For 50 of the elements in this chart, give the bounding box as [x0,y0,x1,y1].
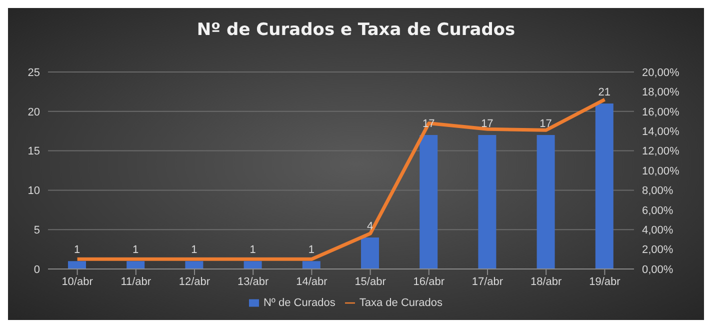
bar [244,261,262,269]
bar [536,135,555,269]
data-label: 1 [132,244,139,256]
x-tick-label: 10/abr [62,276,94,288]
chart-title: Nº de Curados e Taxa de Curados [196,20,516,40]
y2-tick-label: 8,00% [642,185,674,198]
bar [185,261,204,269]
bar [68,261,86,269]
bar [478,135,496,269]
y-tick-label: 20 [28,106,40,118]
y2-tick-label: 0,00% [642,264,674,276]
line-series [76,98,606,261]
y2-tick-label: 14,00% [642,126,680,138]
y2-tick-label: 6,00% [642,204,674,217]
bar [420,135,438,269]
x-tick-label: 16/abr [413,276,445,288]
data-label: 17 [540,118,552,130]
x-tick-label: 17/abr [472,276,504,288]
y-tick-label: 0 [34,264,40,276]
y-tick-label: 15 [28,146,40,158]
x-tick-label: 13/abr [238,276,270,288]
legend-label: Taxa de Curados [359,297,443,309]
x-tick-label: 11/abr [120,276,152,288]
bar [595,104,614,269]
y-tick-label: 10 [28,185,40,198]
bar [302,261,320,269]
x-tick-label: 15/abr [354,276,386,288]
y2-tick-label: 12,00% [642,146,680,158]
y2-tick-label: 16,00% [642,106,680,118]
x-tick-label: 18/abr [530,276,562,288]
y-tick-label: 25 [28,66,40,79]
y2-tick-label: 4,00% [642,224,674,237]
data-label: 1 [308,244,314,256]
legend-label: Nº de Curados [263,297,336,309]
y2-tick-label: 20,00% [642,66,680,79]
y2-tick-label: 18,00% [642,86,680,99]
data-label: 1 [250,244,256,256]
bar [361,237,379,269]
x-tick-label: 12/abr [178,276,210,288]
bar [126,261,145,269]
x-tick-label: 14/abr [296,276,328,288]
y2-tick-label: 10,00% [642,165,680,178]
x-tick-label: 19/abr [589,276,621,288]
data-label: 17 [481,118,494,130]
y2-tick-label: 2,00% [642,244,674,256]
data-label: 21 [598,86,611,99]
data-label: 1 [74,244,80,256]
y-tick-label: 5 [34,224,40,237]
data-label: 4 [366,220,374,232]
data-label: 1 [191,244,198,256]
